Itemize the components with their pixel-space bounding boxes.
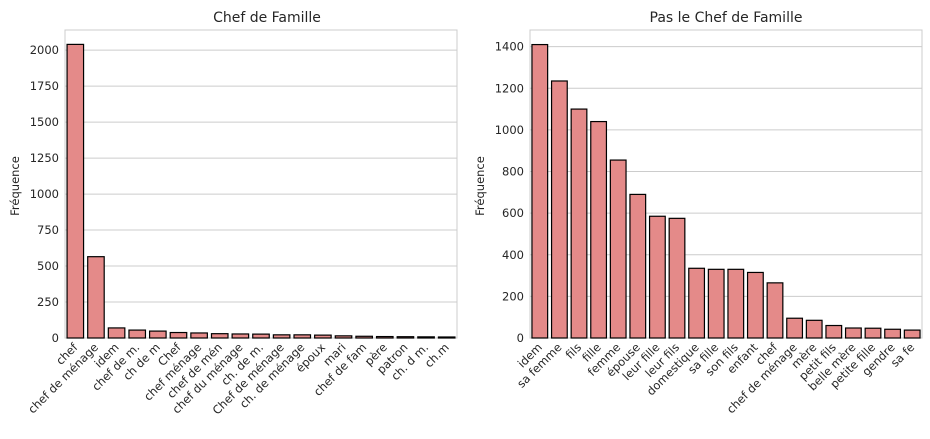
y-tick-label: 1500 (30, 115, 59, 129)
bar (148, 330, 167, 339)
y-tick-label: 1200 (495, 81, 524, 95)
y-tick-label: 1400 (495, 40, 524, 54)
bar (550, 80, 568, 339)
bar (707, 268, 725, 339)
bar (884, 328, 902, 339)
bar (903, 329, 921, 339)
bar (252, 333, 270, 339)
bar (417, 336, 435, 339)
bar (688, 267, 706, 339)
y-tick-label: 0 (52, 331, 59, 345)
y-tick-label: 250 (37, 295, 59, 309)
y-tick-label: 1000 (30, 187, 59, 201)
bar (107, 327, 126, 339)
bar (190, 332, 208, 339)
x-tick-label: ch.m (422, 340, 452, 370)
y-axis-label: Fréquence (473, 156, 487, 216)
bar (805, 319, 823, 339)
y-tick-label: 200 (502, 289, 524, 303)
chart-title: Pas le Chef de Famille (650, 10, 803, 26)
bar (766, 282, 784, 339)
bar (727, 268, 745, 339)
y-tick-label: 750 (37, 223, 59, 237)
bar (648, 215, 666, 339)
bar (437, 336, 456, 339)
y-tick-label: 500 (37, 259, 59, 273)
y-tick-label: 1000 (495, 123, 524, 137)
bar (668, 217, 686, 339)
y-tick-label: 600 (502, 206, 524, 220)
bar (396, 336, 415, 339)
bar (210, 333, 229, 339)
bar (66, 43, 85, 339)
bar (746, 271, 764, 339)
y-tick-label: 800 (502, 165, 524, 179)
bar (87, 256, 105, 339)
bar (314, 334, 332, 339)
bar (609, 159, 627, 339)
bar (844, 327, 862, 339)
y-tick-label: 400 (502, 248, 524, 262)
bar (531, 43, 549, 339)
bar (590, 120, 608, 339)
bar (375, 335, 394, 339)
bar (334, 335, 353, 339)
bar (825, 324, 843, 339)
chart-panel-pas-le-chef-de-famille: Pas le Chef de Famille Fréquence 0 200 400… (473, 10, 923, 416)
bar (570, 108, 588, 339)
bar (629, 193, 647, 339)
bar (293, 334, 312, 339)
bar (272, 334, 291, 339)
y-tick-label: 1250 (30, 151, 59, 165)
chart-title: Chef de Famille (213, 10, 321, 26)
bar (231, 333, 250, 339)
bar (128, 329, 147, 339)
bar (864, 327, 882, 339)
chart-panel-chef-de-famille: Chef de Famille Fréquence 0 250 500 750 1000… (8, 10, 458, 417)
plot-frame (529, 29, 923, 339)
plot-frame (64, 29, 458, 339)
y-tick-label: 0 (517, 331, 524, 345)
y-axis-label: Fréquence (8, 156, 22, 216)
bar (169, 331, 188, 339)
bar (786, 317, 804, 339)
y-tick-label: 1750 (30, 79, 59, 93)
y-tick-label: 2000 (30, 43, 59, 57)
x-tick-label: fils (563, 340, 585, 362)
bar (355, 335, 374, 339)
